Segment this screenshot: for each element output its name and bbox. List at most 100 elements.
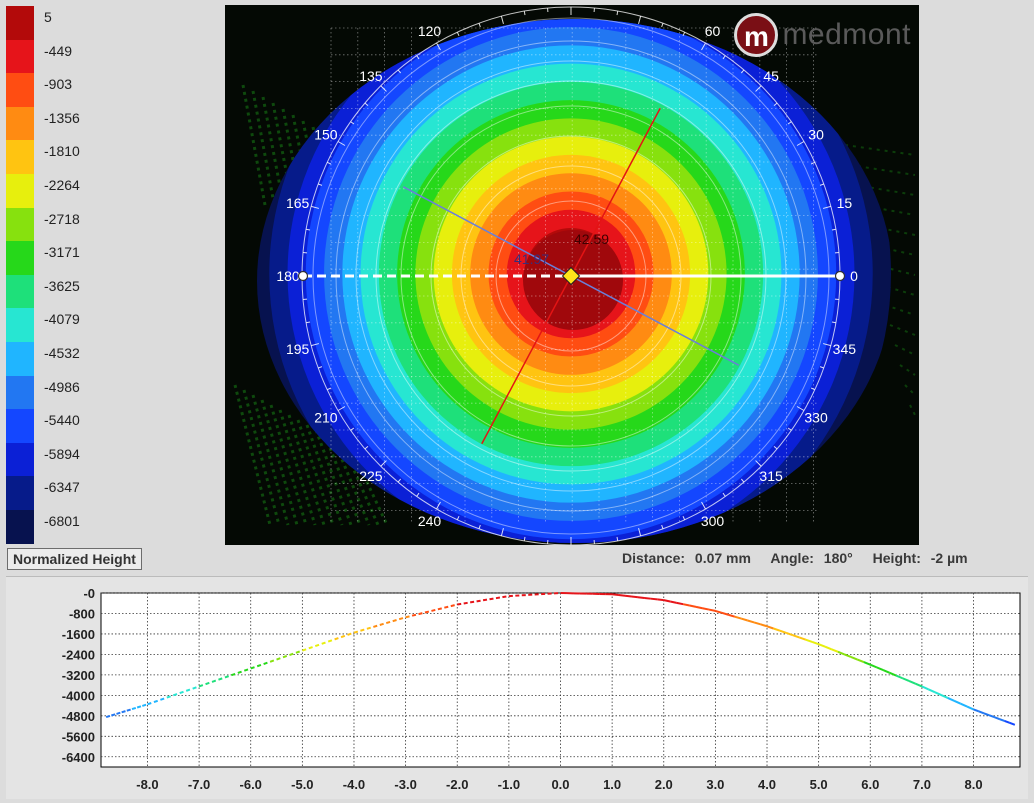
curve-segment: [695, 605, 703, 610]
curve-segment: [960, 702, 968, 708]
legend-row: -3171: [6, 241, 106, 275]
center-marker[interactable]: [561, 266, 581, 286]
legend-swatch: [6, 173, 34, 208]
angle-label: 150: [314, 127, 338, 143]
curve-segment: [811, 640, 819, 646]
curve-segment: [644, 596, 651, 600]
curve-segment: [805, 638, 813, 643]
angle-tick: [478, 524, 481, 529]
curve-segment: [902, 677, 910, 682]
y-tick-label: -2400: [62, 647, 95, 662]
legend-row: -4532: [6, 341, 106, 376]
profile-cut-line[interactable]: [297, 266, 846, 286]
x-tick-label: -3.0: [394, 777, 416, 792]
legend-label: -3171: [44, 244, 80, 261]
angle-label: 210: [314, 410, 338, 426]
legend-label: -3625: [44, 277, 80, 294]
height-map-canvas[interactable]: 0 15 30 45 60 120 135 150 165 180 195 210 225 240 300 3…: [225, 5, 919, 545]
curve-segment: [334, 636, 342, 641]
curve-segment: [237, 669, 245, 674]
angle-label: 30: [808, 127, 824, 143]
curve-segment: [153, 698, 161, 704]
curve-segment: [850, 656, 858, 661]
legend-label: -4532: [44, 344, 80, 361]
curve-segment: [405, 614, 413, 619]
topography-map[interactable]: 0 15 30 45 60 120 135 150 165 180 195 210 225 240 300 3…: [225, 5, 919, 545]
curve-segment: [734, 615, 742, 620]
x-tick-label: 2.0: [655, 777, 673, 792]
angle-tick: [500, 16, 504, 25]
angle-tick: [337, 406, 346, 411]
curve-segment: [192, 685, 200, 690]
speckle-mark: [251, 394, 290, 526]
curve-segment: [844, 653, 852, 658]
angle-tick: [831, 321, 837, 324]
speckle-mark: [314, 429, 353, 526]
curve-segment: [450, 603, 458, 608]
angle-tick: [350, 121, 355, 125]
speckle-mark: [879, 284, 916, 296]
y-tick-label: -4000: [62, 688, 95, 703]
curve-segment: [856, 658, 865, 664]
angle-tick: [638, 16, 642, 25]
curve-segment: [889, 671, 897, 677]
profile-curve: [105, 592, 1016, 726]
angle-tick: [380, 85, 387, 92]
curve-segment: [366, 625, 374, 630]
speckle-mark: [233, 384, 272, 526]
angle-tick: [831, 228, 837, 231]
angle-tick: [773, 102, 778, 107]
legend-row: -6801: [6, 509, 106, 544]
angle-tick: [701, 501, 706, 510]
angle-label: 165: [286, 195, 310, 211]
legend-swatch: [6, 207, 34, 242]
curve-segment: [224, 674, 232, 679]
speckle-mark: [278, 409, 317, 526]
legend-row: -2264: [6, 173, 106, 208]
curve-segment: [988, 714, 995, 719]
legend-swatch: [6, 341, 34, 376]
angle-tick: [364, 445, 369, 450]
curve-segment: [766, 625, 774, 630]
angle-tick: [810, 387, 816, 391]
x-tick-label: -6.0: [240, 777, 262, 792]
angle-label: 240: [418, 513, 442, 529]
curve-segment: [131, 706, 138, 711]
curve-segment: [792, 634, 800, 639]
legend-swatch: [6, 476, 34, 510]
curve-segment: [502, 595, 510, 599]
legend-label: -4079: [44, 311, 80, 328]
cut-handle-left[interactable]: [297, 270, 309, 282]
curve-segment: [934, 691, 942, 696]
curve-segment: [469, 600, 477, 604]
angle-tick: [436, 501, 441, 510]
y-tick-label: -4800: [62, 709, 95, 724]
curve-segment: [786, 632, 794, 637]
curve-segment: [715, 609, 723, 614]
angle-tick: [810, 161, 816, 165]
speckle-mark: [242, 389, 281, 526]
height-profile-chart[interactable]: -0 -800 -1600 -2400 -3200 -4000 -4800 -5600 -640…: [6, 576, 1028, 799]
angle-tick: [638, 527, 642, 536]
curve-segment: [142, 703, 148, 707]
angle-label: 60: [705, 23, 721, 39]
curve-segment: [302, 647, 310, 652]
curve-segment: [392, 618, 400, 623]
x-tick-label: 6.0: [861, 777, 879, 792]
legend-row: -903: [6, 73, 106, 107]
angle-tick: [318, 183, 323, 186]
x-tick-label: -5.0: [291, 777, 313, 792]
angle-tick: [305, 228, 311, 231]
cut-handle-right[interactable]: [834, 270, 846, 282]
angle-label: 0: [850, 268, 858, 284]
y-tick-label: -5600: [62, 729, 95, 744]
curve-segment: [385, 620, 393, 625]
speckle-mark: [844, 144, 916, 156]
curve-segment: [947, 696, 955, 702]
speckle-mark: [874, 264, 916, 276]
curve-segment: [798, 636, 807, 641]
speckle-mark: [884, 304, 916, 316]
angle-tick: [436, 42, 441, 51]
medmont-logo: m medmont: [734, 13, 911, 57]
profile-canvas[interactable]: -0 -800 -1600 -2400 -3200 -4000 -4800 -5600 -640…: [6, 577, 1028, 799]
